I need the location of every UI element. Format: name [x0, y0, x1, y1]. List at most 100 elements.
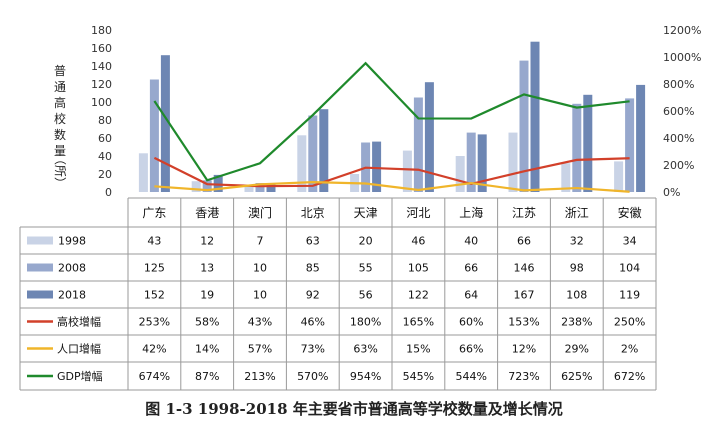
table-cell: 153% [508, 316, 539, 329]
table-cell: 570% [297, 370, 328, 383]
y-axis-label-char: 通 [54, 80, 66, 94]
table-cell: 32 [570, 235, 584, 248]
table-cell: 46 [411, 235, 425, 248]
table-cell: 66 [464, 262, 478, 275]
table-cell: 92 [306, 289, 320, 302]
y-tick-label: 40 [98, 150, 112, 163]
table-cell: 98 [570, 262, 584, 275]
table-cell: 213% [244, 370, 275, 383]
table-cell: 34 [623, 235, 637, 248]
bar-2008 [413, 97, 423, 192]
bar-2018 [530, 41, 540, 193]
table-cell: 15% [406, 343, 430, 356]
table-cell: 625% [561, 370, 592, 383]
y2-tick-label: 200% [663, 159, 694, 172]
table-cell: 167 [514, 289, 535, 302]
bar-2008 [625, 98, 635, 192]
y2-tick-label: 600% [663, 105, 694, 118]
legend-label: GDP增幅 [57, 369, 103, 383]
bar-2018 [160, 55, 170, 193]
y-axis-label-unit: （所） [53, 153, 67, 189]
y2-tick-label: 1000% [663, 51, 701, 64]
table-cell: 105 [408, 262, 429, 275]
table-cell: 57% [248, 343, 272, 356]
table-cell: 674% [139, 370, 170, 383]
legend-label: 人口增幅 [57, 342, 101, 356]
legend-swatch-1998 [27, 236, 53, 245]
bar-1998 [455, 156, 465, 192]
y2-tick-label: 800% [663, 78, 694, 91]
y-tick-label: 80 [98, 114, 112, 127]
bar-1998 [402, 150, 412, 192]
bar-2018 [266, 183, 276, 192]
table-cell: 29% [565, 343, 589, 356]
bar-2018 [319, 109, 329, 192]
category-label: 浙江 [565, 206, 589, 220]
bar-2008 [149, 79, 159, 192]
bar-1998 [614, 161, 624, 192]
table-cell: 66% [459, 343, 483, 356]
table-cell: 253% [139, 316, 170, 329]
table-cell: 7 [257, 235, 264, 248]
bar-2008 [572, 103, 582, 192]
bar-2008 [308, 115, 318, 192]
table-cell: 108 [566, 289, 587, 302]
table-cell: 55 [359, 262, 373, 275]
category-label: 天津 [354, 206, 378, 220]
table-cell: 250% [614, 316, 645, 329]
table-cell: 104 [619, 262, 640, 275]
table-cell: 2% [621, 343, 638, 356]
table-cell: 19 [200, 289, 214, 302]
table-cell: 14% [195, 343, 219, 356]
legend-swatch-2008 [27, 263, 53, 272]
bar-1998 [297, 135, 307, 192]
legend-label: 2008 [58, 262, 86, 275]
table-cell: 63 [306, 235, 320, 248]
bar-2018 [477, 134, 487, 192]
category-label: 江苏 [512, 206, 536, 220]
y-axis-label-char: 量 [54, 144, 66, 158]
table-cell: 238% [561, 316, 592, 329]
bar-2008 [202, 180, 212, 192]
category-label: 北京 [301, 206, 325, 220]
table-cell: 723% [508, 370, 539, 383]
table-cell: 64 [464, 289, 478, 302]
y-tick-label: 0 [105, 186, 112, 199]
table-cell: 12% [512, 343, 536, 356]
table-cell: 13 [200, 262, 214, 275]
y-tick-label: 120 [91, 78, 112, 91]
table-cell: 63% [353, 343, 377, 356]
bar-2008 [466, 132, 476, 192]
line-人口增幅 [154, 181, 630, 193]
table-cell: 56 [359, 289, 373, 302]
table-cell: 43% [248, 316, 272, 329]
bar-2018 [372, 141, 382, 192]
table-cell: 122 [408, 289, 429, 302]
line-高校增幅 [153, 156, 630, 188]
table-cell: 66 [517, 235, 531, 248]
table-cell: 125 [144, 262, 165, 275]
y2-tick-label: 400% [663, 132, 694, 145]
bar-2018 [213, 174, 223, 192]
category-label: 广东 [142, 206, 166, 220]
bar-1998 [508, 132, 518, 192]
table-cell: 10 [253, 262, 267, 275]
table-cell: 40 [464, 235, 478, 248]
legend-label: 2018 [58, 289, 86, 302]
legend-label: 1998 [58, 235, 86, 248]
y-tick-label: 20 [98, 168, 112, 181]
table-cell: 152 [144, 289, 165, 302]
y-tick-label: 180 [91, 24, 112, 37]
category-label: 上海 [459, 205, 483, 220]
category-label: 香港 [195, 206, 219, 220]
line-GDP增幅 [153, 61, 630, 182]
table-cell: 87% [195, 370, 219, 383]
y-axis-label-char: 校 [54, 111, 66, 126]
table-cell: 119 [619, 289, 640, 302]
legend-swatch-2018 [27, 290, 53, 299]
y2-tick-label: 0% [663, 186, 680, 199]
bar-2008 [255, 183, 265, 192]
table-cell: 672% [614, 370, 645, 383]
y-axis-label-char: 普 [54, 64, 66, 78]
